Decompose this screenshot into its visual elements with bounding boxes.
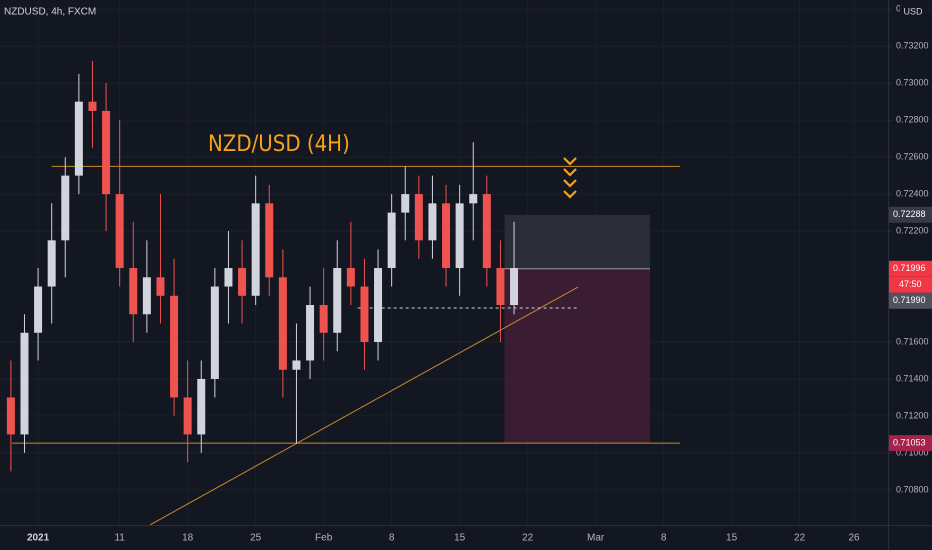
price-label: 0.71996 bbox=[893, 263, 926, 273]
x-tick-label: Mar bbox=[587, 533, 605, 544]
y-tick-label: 0.72800 bbox=[896, 115, 929, 125]
time-axis-panel bbox=[0, 525, 932, 550]
candle-body bbox=[74, 101, 83, 176]
x-tick-label: 15 bbox=[726, 533, 738, 544]
candle-body bbox=[442, 203, 451, 269]
candle-body bbox=[224, 268, 233, 287]
x-tick-label: 8 bbox=[389, 533, 395, 544]
candle-body bbox=[238, 268, 247, 296]
chart-title: NZDUSD, 4h, FXCM bbox=[4, 7, 96, 18]
candle-body bbox=[278, 277, 287, 370]
y-tick-label: 0.72200 bbox=[896, 225, 929, 235]
y-tick-label: 0.70800 bbox=[896, 484, 929, 494]
down-chevrons bbox=[563, 157, 577, 199]
chevron bbox=[563, 168, 577, 177]
candle-body bbox=[346, 268, 355, 287]
x-tick-label: 26 bbox=[848, 533, 860, 544]
candle-body bbox=[47, 240, 56, 287]
candle-body bbox=[61, 175, 70, 241]
x-tick-label: 22 bbox=[794, 533, 806, 544]
y-tick-label: 0.71400 bbox=[896, 373, 929, 383]
countdown: 47:50 bbox=[899, 279, 922, 289]
candle-body bbox=[496, 268, 505, 306]
candle-body bbox=[401, 194, 410, 213]
x-tick-label: 22 bbox=[522, 533, 534, 544]
candle-body bbox=[210, 286, 219, 379]
candle-body bbox=[34, 286, 43, 333]
candle-body bbox=[387, 212, 396, 269]
candle-body bbox=[306, 305, 315, 361]
chevron bbox=[563, 157, 577, 166]
candle-body bbox=[102, 110, 111, 195]
y-tick-label: 0.73200 bbox=[896, 41, 929, 51]
axes: 0.70800 0.71000 0.71200 0.71400 0.71600 0.722… bbox=[27, 4, 932, 544]
x-tick-label: 11 bbox=[114, 533, 125, 544]
y-tick-label: 0.72400 bbox=[896, 188, 929, 198]
x-tick-label: Feb bbox=[315, 533, 333, 544]
annotation-text: NZD/USD (4H) bbox=[208, 132, 350, 157]
candle-body bbox=[319, 305, 328, 333]
candle-body bbox=[197, 378, 206, 435]
candle-body bbox=[183, 397, 192, 435]
price-label: 0.72288 bbox=[893, 209, 926, 219]
price-label: 0.71990 bbox=[893, 295, 926, 305]
candle-body bbox=[414, 194, 423, 241]
candle-body bbox=[6, 397, 15, 435]
candle-body bbox=[251, 203, 260, 296]
candle-body bbox=[333, 268, 342, 333]
x-tick-label: 8 bbox=[661, 533, 667, 544]
stop-zone bbox=[504, 214, 651, 269]
y-tick-label: 0.71000 bbox=[896, 447, 929, 457]
x-tick-label: 2021 bbox=[27, 533, 50, 544]
x-tick-label: 25 bbox=[250, 533, 262, 544]
y-tick-label: 0.71600 bbox=[896, 336, 929, 346]
candle-body bbox=[142, 277, 151, 315]
price-label-bg bbox=[889, 206, 932, 223]
candle-body bbox=[115, 194, 124, 269]
price-label-bg bbox=[889, 292, 932, 309]
chevron bbox=[563, 179, 577, 188]
candle-body bbox=[482, 194, 491, 269]
countdown-bg bbox=[889, 276, 932, 293]
plot: NZD/USD (4H) bbox=[6, 61, 680, 526]
price-label-bg bbox=[889, 260, 932, 277]
price-label-bg bbox=[889, 435, 932, 452]
candle-body bbox=[510, 268, 519, 306]
candle-body bbox=[374, 268, 383, 342]
x-tick-label: 15 bbox=[454, 533, 466, 544]
candle-body bbox=[156, 277, 165, 296]
currency-label: USD bbox=[903, 6, 923, 16]
candle-body bbox=[428, 203, 437, 241]
candle-body bbox=[455, 203, 464, 269]
candle-body bbox=[360, 286, 369, 342]
y-tick-label: 0.73000 bbox=[896, 78, 929, 88]
candle-body bbox=[20, 332, 29, 435]
candle-body bbox=[469, 194, 478, 204]
price-label: 0.71053 bbox=[893, 437, 926, 447]
y-tick-label: 0.71200 bbox=[896, 410, 929, 420]
candle-body bbox=[129, 268, 138, 315]
chevron bbox=[563, 190, 577, 199]
candle-body bbox=[265, 203, 274, 278]
currency-box bbox=[900, 4, 928, 20]
candle-body bbox=[170, 295, 179, 398]
x-tick-label: 18 bbox=[182, 533, 194, 544]
target-zone bbox=[504, 268, 651, 444]
candle-body bbox=[292, 360, 301, 370]
candle-body bbox=[88, 101, 97, 111]
y-tick-label: 0.72600 bbox=[896, 152, 929, 162]
trend-line bbox=[149, 286, 579, 526]
